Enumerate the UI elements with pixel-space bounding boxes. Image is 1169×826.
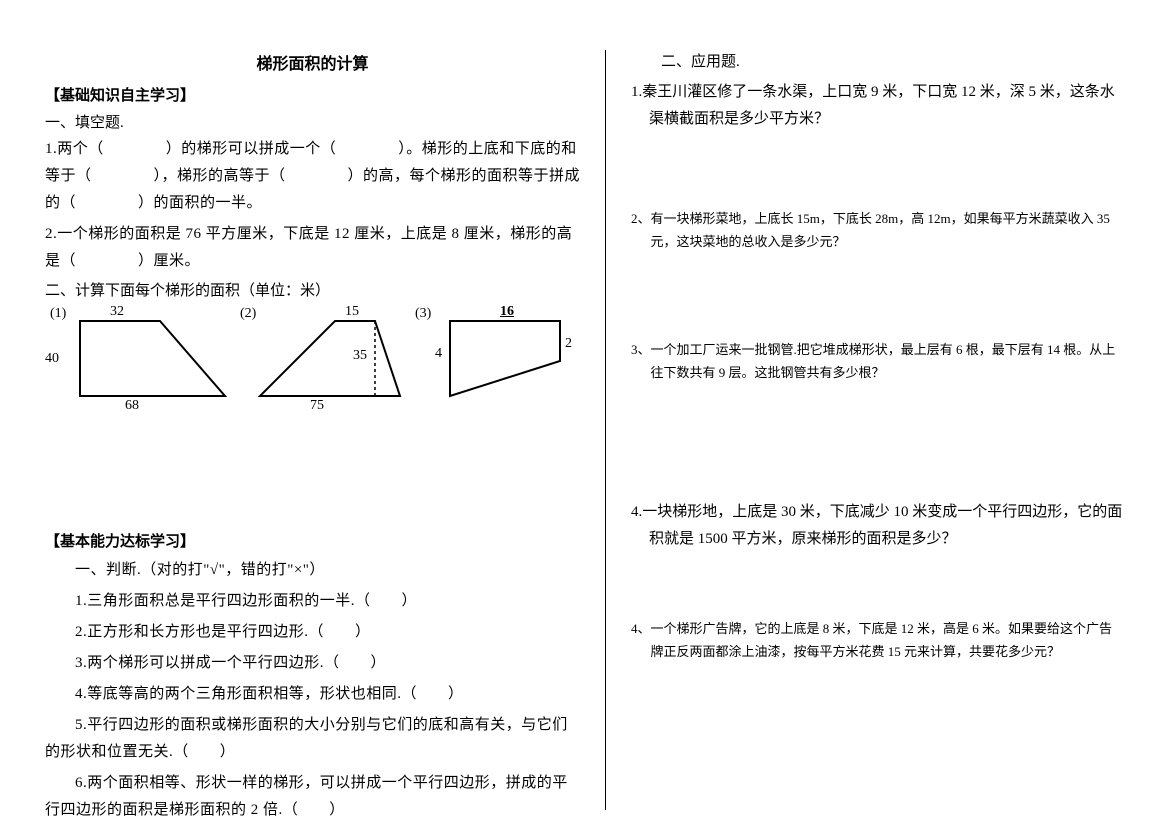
fig1-label: (1) — [50, 306, 66, 322]
fig2-svg — [240, 306, 415, 416]
spacer-1 — [45, 422, 580, 522]
app-q5: 4、一个梯形广告牌，它的上底是 8 米，下底是 12 米，高是 6 米。如果要给… — [631, 617, 1124, 664]
fig3-label: (3) — [415, 306, 431, 322]
figure-2: (2) 15 35 75 — [240, 306, 415, 416]
figure-1: (1) 32 40 68 — [45, 306, 240, 416]
fig1-top: 32 — [110, 304, 124, 320]
spacer-r3 — [631, 389, 1124, 499]
app-q3: 3、一个加工厂运来一批钢管.把它堆成梯形状，最上层有 6 根，最下层有 14 根… — [631, 338, 1124, 385]
judge-2: 2.正方形和长方形也是平行四边形.（ ） — [45, 619, 580, 646]
right-column: 二、应用题. 1.秦王川灌区修了一条水渠，上口宽 9 米，下口宽 12 米，深 … — [616, 50, 1139, 796]
judge-5: 5.平行四边形的面积或梯形面积的大小分别与它们的底和高有关，与它们的形状和位置无… — [45, 712, 580, 766]
fig2-top: 15 — [345, 304, 359, 320]
judge-6: 6.两个面积相等、形状一样的梯形，可以拼成一个平行四边形，拼成的平行四边形的面积… — [45, 770, 580, 824]
judge-1: 1.三角形面积总是平行四边形面积的一半.（ ） — [45, 588, 580, 615]
spacer-r4 — [631, 557, 1124, 617]
fig3-left: 4 — [435, 346, 442, 362]
right-subhead: 二、应用题. — [631, 50, 1124, 71]
judge-4: 4.等底等高的两个三角形面积相等，形状也相同.（ ） — [45, 681, 580, 708]
app-q5-text: 4、一个梯形广告牌，它的上底是 8 米，下底是 12 米，高是 6 米。如果要给… — [631, 617, 1124, 664]
figure-3: (3) 16 4 2 — [415, 306, 580, 416]
section1-head: 【基础知识自主学习】 — [45, 84, 580, 105]
fig1-bottom: 68 — [125, 398, 139, 414]
app-q3-text: 3、一个加工厂运来一批钢管.把它堆成梯形状，最上层有 6 根，最下层有 14 根… — [631, 338, 1124, 385]
app-q4-text: 4.一块梯形地，上底是 30 米，下底减少 10 米变成一个平行四边形，它的面积… — [631, 499, 1124, 553]
app-q4: 4.一块梯形地，上底是 30 米，下底减少 10 米变成一个平行四边形，它的面积… — [631, 499, 1124, 553]
page-root: 梯形面积的计算 【基础知识自主学习】 一、填空题. 1.两个（ ）的梯形可以拼成… — [0, 0, 1169, 826]
app-q1: 1.秦王川灌区修了一条水渠，上口宽 9 米，下口宽 12 米，深 5 米，这条水… — [631, 79, 1124, 133]
app-q2: 2、有一块梯形菜地，上底长 15m，下底长 28m，高 12m，如果每平方米蔬菜… — [631, 207, 1124, 254]
fig3-top: 16 — [500, 304, 514, 320]
fig2-mid: 35 — [353, 348, 367, 364]
section1-sub2: 二、计算下面每个梯形的面积（单位：米） — [45, 279, 580, 300]
fill-blank-2: 2.一个梯形的面积是 76 平方厘米，下底是 12 厘米，上底是 8 厘米，梯形… — [45, 221, 580, 275]
figures-row: (1) 32 40 68 (2) 15 35 75 — [45, 306, 580, 416]
app-q2-text: 2、有一块梯形菜地，上底长 15m，下底长 28m，高 12m，如果每平方米蔬菜… — [631, 207, 1124, 254]
section2-head: 【基本能力达标学习】 — [45, 530, 580, 551]
fill-blank-1: 1.两个（ ）的梯形可以拼成一个（ ）。梯形的上底和下底的和等于（ ），梯形的高… — [45, 136, 580, 217]
doc-title: 梯形面积的计算 — [45, 50, 580, 74]
section1-sub1: 一、填空题. — [45, 111, 580, 132]
fig2-bottom: 75 — [310, 398, 324, 414]
app-q1-text: 1.秦王川灌区修了一条水渠，上口宽 9 米，下口宽 12 米，深 5 米，这条水… — [631, 79, 1124, 133]
fig1-svg — [45, 306, 240, 416]
spacer-r1 — [631, 137, 1124, 207]
left-column: 梯形面积的计算 【基础知识自主学习】 一、填空题. 1.两个（ ）的梯形可以拼成… — [30, 50, 595, 796]
section2-sub1: 一、判断.（对的打"√"，错的打"×"） — [45, 557, 580, 584]
judge-3: 3.两个梯形可以拼成一个平行四边形.（ ） — [45, 650, 580, 677]
spacer-r2 — [631, 258, 1124, 338]
fig1-left: 40 — [45, 351, 59, 367]
fig3-right: 2 — [565, 336, 572, 352]
fig2-label: (2) — [240, 306, 256, 322]
column-divider — [605, 50, 606, 810]
